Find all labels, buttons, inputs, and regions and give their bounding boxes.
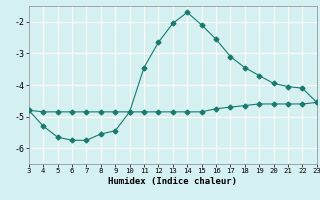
- X-axis label: Humidex (Indice chaleur): Humidex (Indice chaleur): [108, 177, 237, 186]
